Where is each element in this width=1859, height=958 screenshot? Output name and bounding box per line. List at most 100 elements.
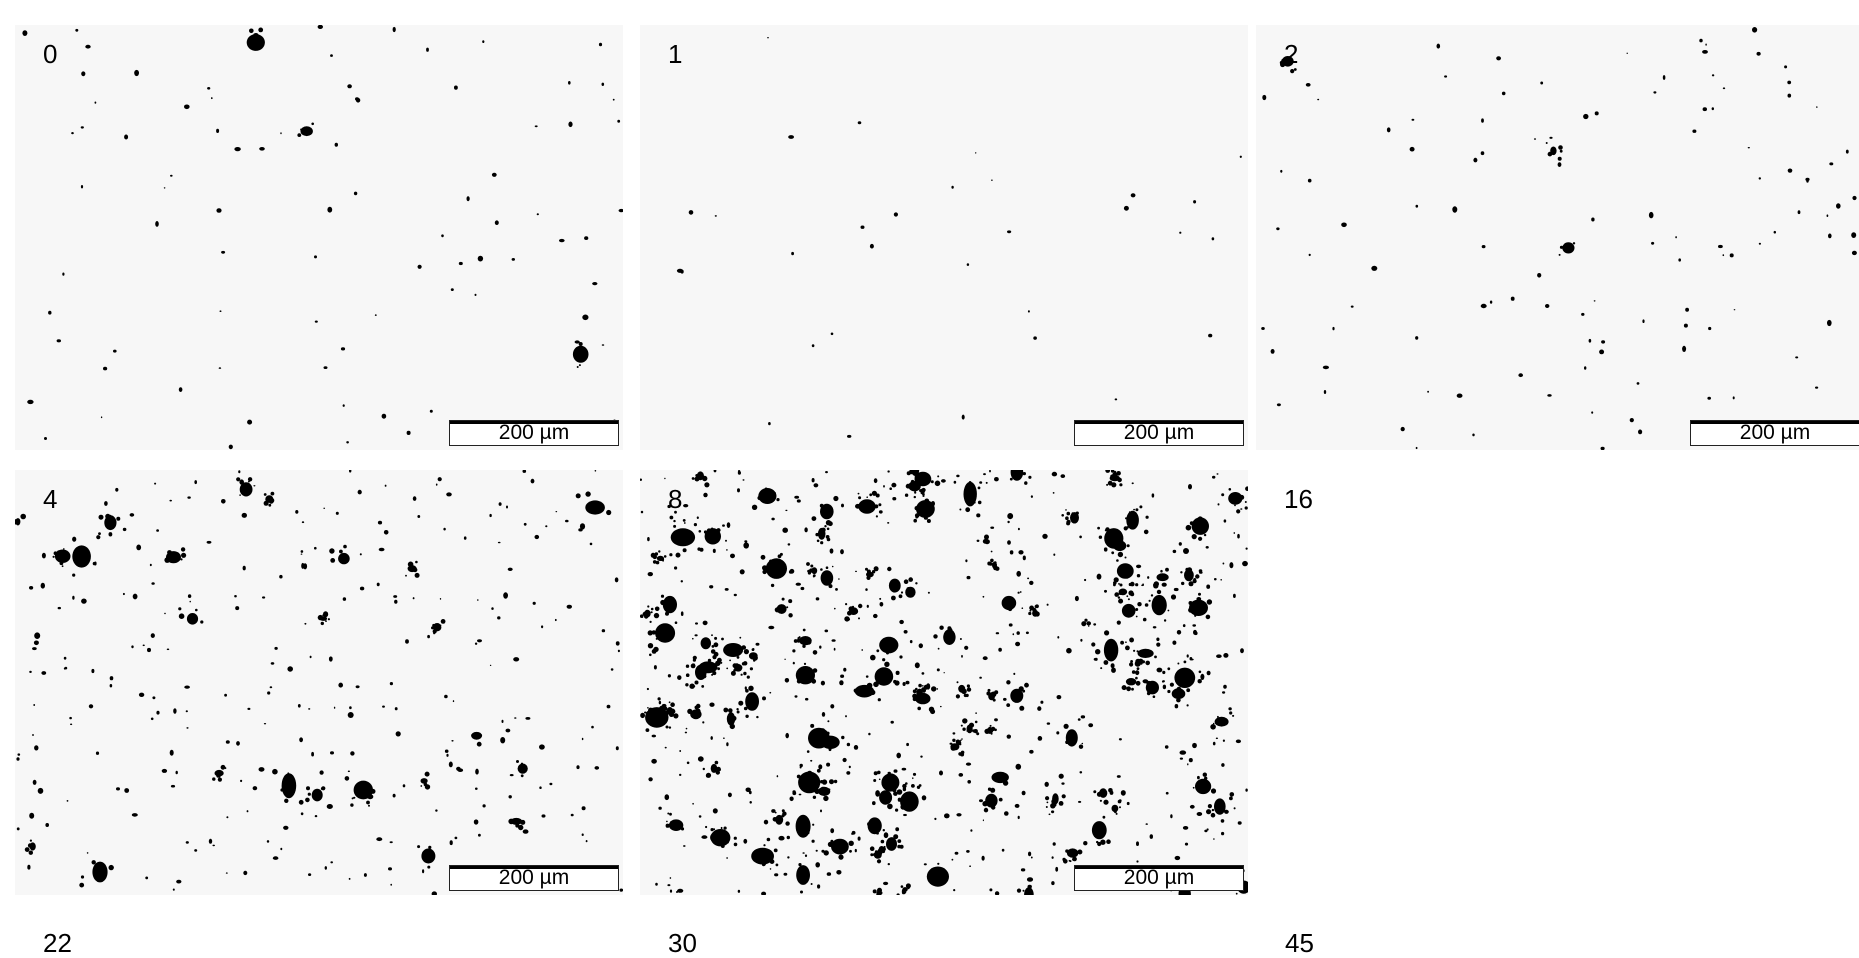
- particle: [665, 710, 671, 715]
- particle: [268, 503, 272, 507]
- particle: [1052, 804, 1056, 808]
- particle: [523, 522, 527, 526]
- particle: [648, 777, 653, 782]
- particle: [812, 650, 818, 655]
- particle: [1229, 792, 1235, 797]
- particle: [1138, 664, 1140, 666]
- particle: [1323, 390, 1327, 394]
- particle: [1125, 678, 1137, 686]
- particle: [711, 527, 714, 530]
- particle: [1141, 660, 1145, 664]
- particle: [788, 599, 793, 604]
- panel-label: 2: [1284, 39, 1299, 69]
- particle: [894, 793, 898, 796]
- particle: [1806, 179, 1809, 183]
- particle: [669, 553, 673, 557]
- particle: [444, 749, 449, 753]
- particle: [726, 645, 733, 651]
- particle: [1198, 536, 1203, 541]
- particle: [1188, 573, 1190, 576]
- particle: [931, 686, 937, 692]
- particle: [534, 534, 540, 540]
- particle: [359, 586, 365, 591]
- particle: [728, 708, 733, 713]
- particle: [728, 719, 733, 724]
- particle: [918, 784, 922, 787]
- particle: [169, 499, 172, 502]
- particle: [1053, 553, 1056, 556]
- particle: [1280, 169, 1283, 173]
- particle: [1562, 242, 1575, 254]
- particle: [568, 121, 573, 128]
- particle: [17, 753, 21, 756]
- particle: [1481, 245, 1486, 249]
- particle: [63, 548, 65, 550]
- particle: [1061, 514, 1064, 517]
- particle: [823, 795, 829, 802]
- particle: [887, 522, 890, 524]
- particle: [876, 649, 880, 653]
- particle: [976, 539, 980, 542]
- particle: [649, 713, 656, 720]
- panel-label-30: 30: [668, 928, 697, 958]
- particle: [1126, 801, 1130, 806]
- particle: [709, 702, 715, 707]
- particle: [323, 611, 329, 618]
- particle: [216, 208, 222, 213]
- particle: [240, 779, 243, 783]
- particle: [757, 495, 762, 501]
- particle: [665, 725, 669, 729]
- particle: [736, 710, 740, 714]
- particle: [247, 707, 251, 710]
- particle: [891, 482, 897, 488]
- particle: [1123, 205, 1129, 211]
- particle: [1217, 715, 1219, 718]
- particle: [866, 569, 871, 574]
- particle: [700, 637, 711, 650]
- particle: [180, 558, 183, 561]
- particle: [131, 645, 134, 649]
- particle: [846, 771, 851, 775]
- particle: [389, 841, 393, 844]
- particle: [748, 696, 752, 700]
- particle: [769, 868, 772, 870]
- particle: [216, 128, 220, 133]
- particle: [1186, 570, 1191, 574]
- particle: [374, 314, 377, 316]
- particle: [1161, 582, 1167, 587]
- particle: [394, 707, 398, 711]
- particle: [1114, 592, 1119, 597]
- particle: [59, 561, 64, 566]
- particle: [805, 697, 809, 701]
- particle: [884, 661, 890, 667]
- particle: [1773, 230, 1776, 234]
- particle: [1826, 214, 1829, 217]
- particle: [132, 593, 138, 600]
- particle: [1037, 706, 1042, 711]
- particle: [887, 803, 893, 810]
- particle: [1019, 705, 1025, 711]
- particle: [903, 630, 908, 634]
- particle: [826, 537, 831, 542]
- particle: [454, 85, 458, 90]
- particle: [920, 755, 923, 758]
- particle: [1233, 532, 1236, 534]
- particle: [842, 757, 847, 763]
- particle: [848, 840, 854, 846]
- particle: [1052, 842, 1056, 846]
- particle: [998, 797, 1003, 802]
- particle: [660, 599, 666, 606]
- particle: [1135, 676, 1138, 680]
- particle: [865, 567, 868, 571]
- particle: [435, 809, 438, 812]
- panel-0: 0 200 µm: [15, 25, 623, 450]
- particle: [949, 742, 953, 745]
- scale-bar: 200 µm: [1074, 420, 1244, 446]
- particle: [1851, 250, 1857, 256]
- particle: [824, 629, 829, 633]
- particle: [817, 884, 821, 889]
- particle: [1091, 642, 1096, 647]
- particle: [1758, 177, 1761, 180]
- particle: [723, 707, 729, 713]
- particle: [249, 28, 254, 34]
